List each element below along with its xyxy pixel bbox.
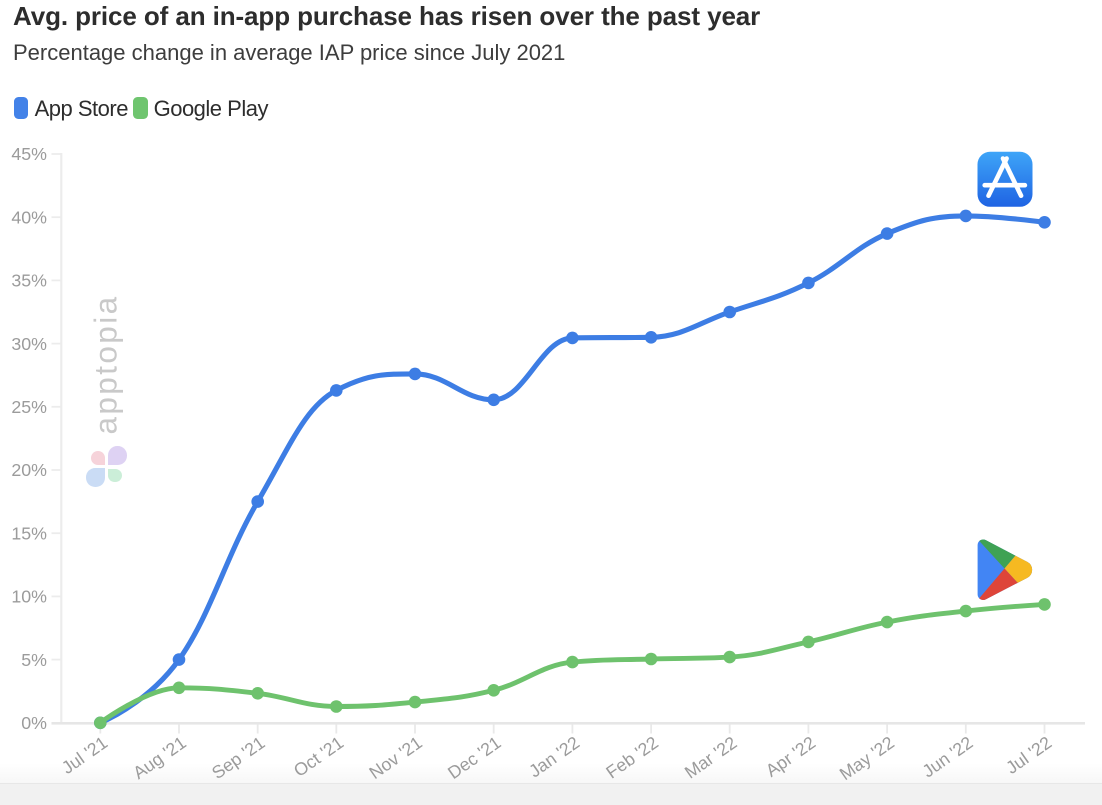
svg-text:0%: 0% bbox=[21, 713, 47, 733]
svg-text:30%: 30% bbox=[11, 334, 47, 354]
svg-text:Jul '21: Jul '21 bbox=[58, 732, 111, 778]
svg-text:15%: 15% bbox=[11, 523, 47, 543]
svg-text:Nov '21: Nov '21 bbox=[365, 732, 425, 783]
svg-text:apptopia: apptopia bbox=[88, 294, 124, 434]
svg-text:Oct '21: Oct '21 bbox=[290, 732, 347, 780]
svg-text:Aug '21: Aug '21 bbox=[129, 732, 190, 783]
svg-text:May '22: May '22 bbox=[836, 732, 898, 784]
svg-text:40%: 40% bbox=[11, 207, 47, 227]
svg-text:10%: 10% bbox=[11, 587, 47, 607]
svg-text:20%: 20% bbox=[11, 460, 47, 480]
svg-text:Feb '22: Feb '22 bbox=[602, 732, 662, 782]
svg-text:Apr '22: Apr '22 bbox=[762, 732, 819, 780]
svg-text:35%: 35% bbox=[11, 271, 47, 291]
svg-text:Dec '21: Dec '21 bbox=[444, 732, 504, 783]
svg-text:45%: 45% bbox=[11, 144, 47, 164]
svg-text:5%: 5% bbox=[21, 650, 47, 670]
svg-text:Jan '22: Jan '22 bbox=[525, 732, 583, 781]
svg-text:Sep '21: Sep '21 bbox=[208, 732, 269, 783]
svg-text:25%: 25% bbox=[11, 397, 47, 417]
svg-text:Jul '22: Jul '22 bbox=[1002, 732, 1055, 778]
svg-text:Mar '22: Mar '22 bbox=[681, 732, 741, 782]
svg-text:Jun '22: Jun '22 bbox=[919, 732, 977, 781]
